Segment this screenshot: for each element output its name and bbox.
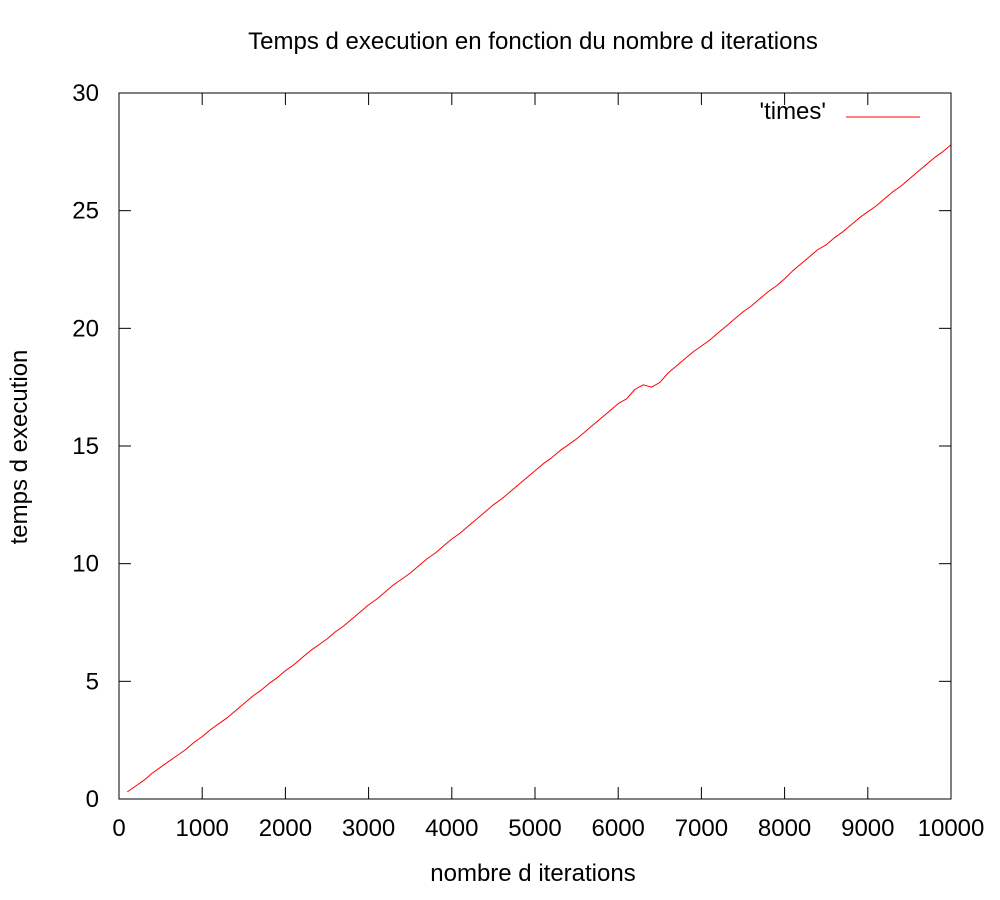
x-axis-label: nombre d iterations [430,860,635,887]
series-layer [127,144,952,793]
y-tick-label-0: 0 [86,786,99,813]
y-tick-label-30: 30 [72,80,99,107]
x-tick-label-10000: 10000 [918,815,985,842]
chart-title: Temps d execution en fonction du nombre … [248,28,818,55]
series-line-0 [127,144,952,793]
y-axis-label: temps d execution [6,350,33,545]
legend-label-0: 'times' [759,98,826,125]
x-tick-label-6000: 6000 [592,815,645,842]
y-tick-label-20: 20 [72,315,99,342]
x-tick-label-0: 0 [112,815,125,842]
x-tick-label-9000: 9000 [841,815,894,842]
x-tick-label-2000: 2000 [259,815,312,842]
x-tick-label-1000: 1000 [176,815,229,842]
x-tick-label-5000: 5000 [508,815,561,842]
y-tick-label-10: 10 [72,551,99,578]
tick-layer: 0 1000 2000 3000 4000 5000 6000 7000 8000 9000 100… [72,80,984,842]
x-tick-label-8000: 8000 [758,815,811,842]
x-tick-label-4000: 4000 [425,815,478,842]
y-tick-label-15: 15 [72,433,99,460]
legend: 'times' [759,98,920,125]
plot-frame [118,92,952,800]
x-tick-label-7000: 7000 [675,815,728,842]
y-tick-label-25: 25 [72,198,99,225]
x-tick-label-3000: 3000 [342,815,395,842]
y-tick-label-5: 5 [86,668,99,695]
